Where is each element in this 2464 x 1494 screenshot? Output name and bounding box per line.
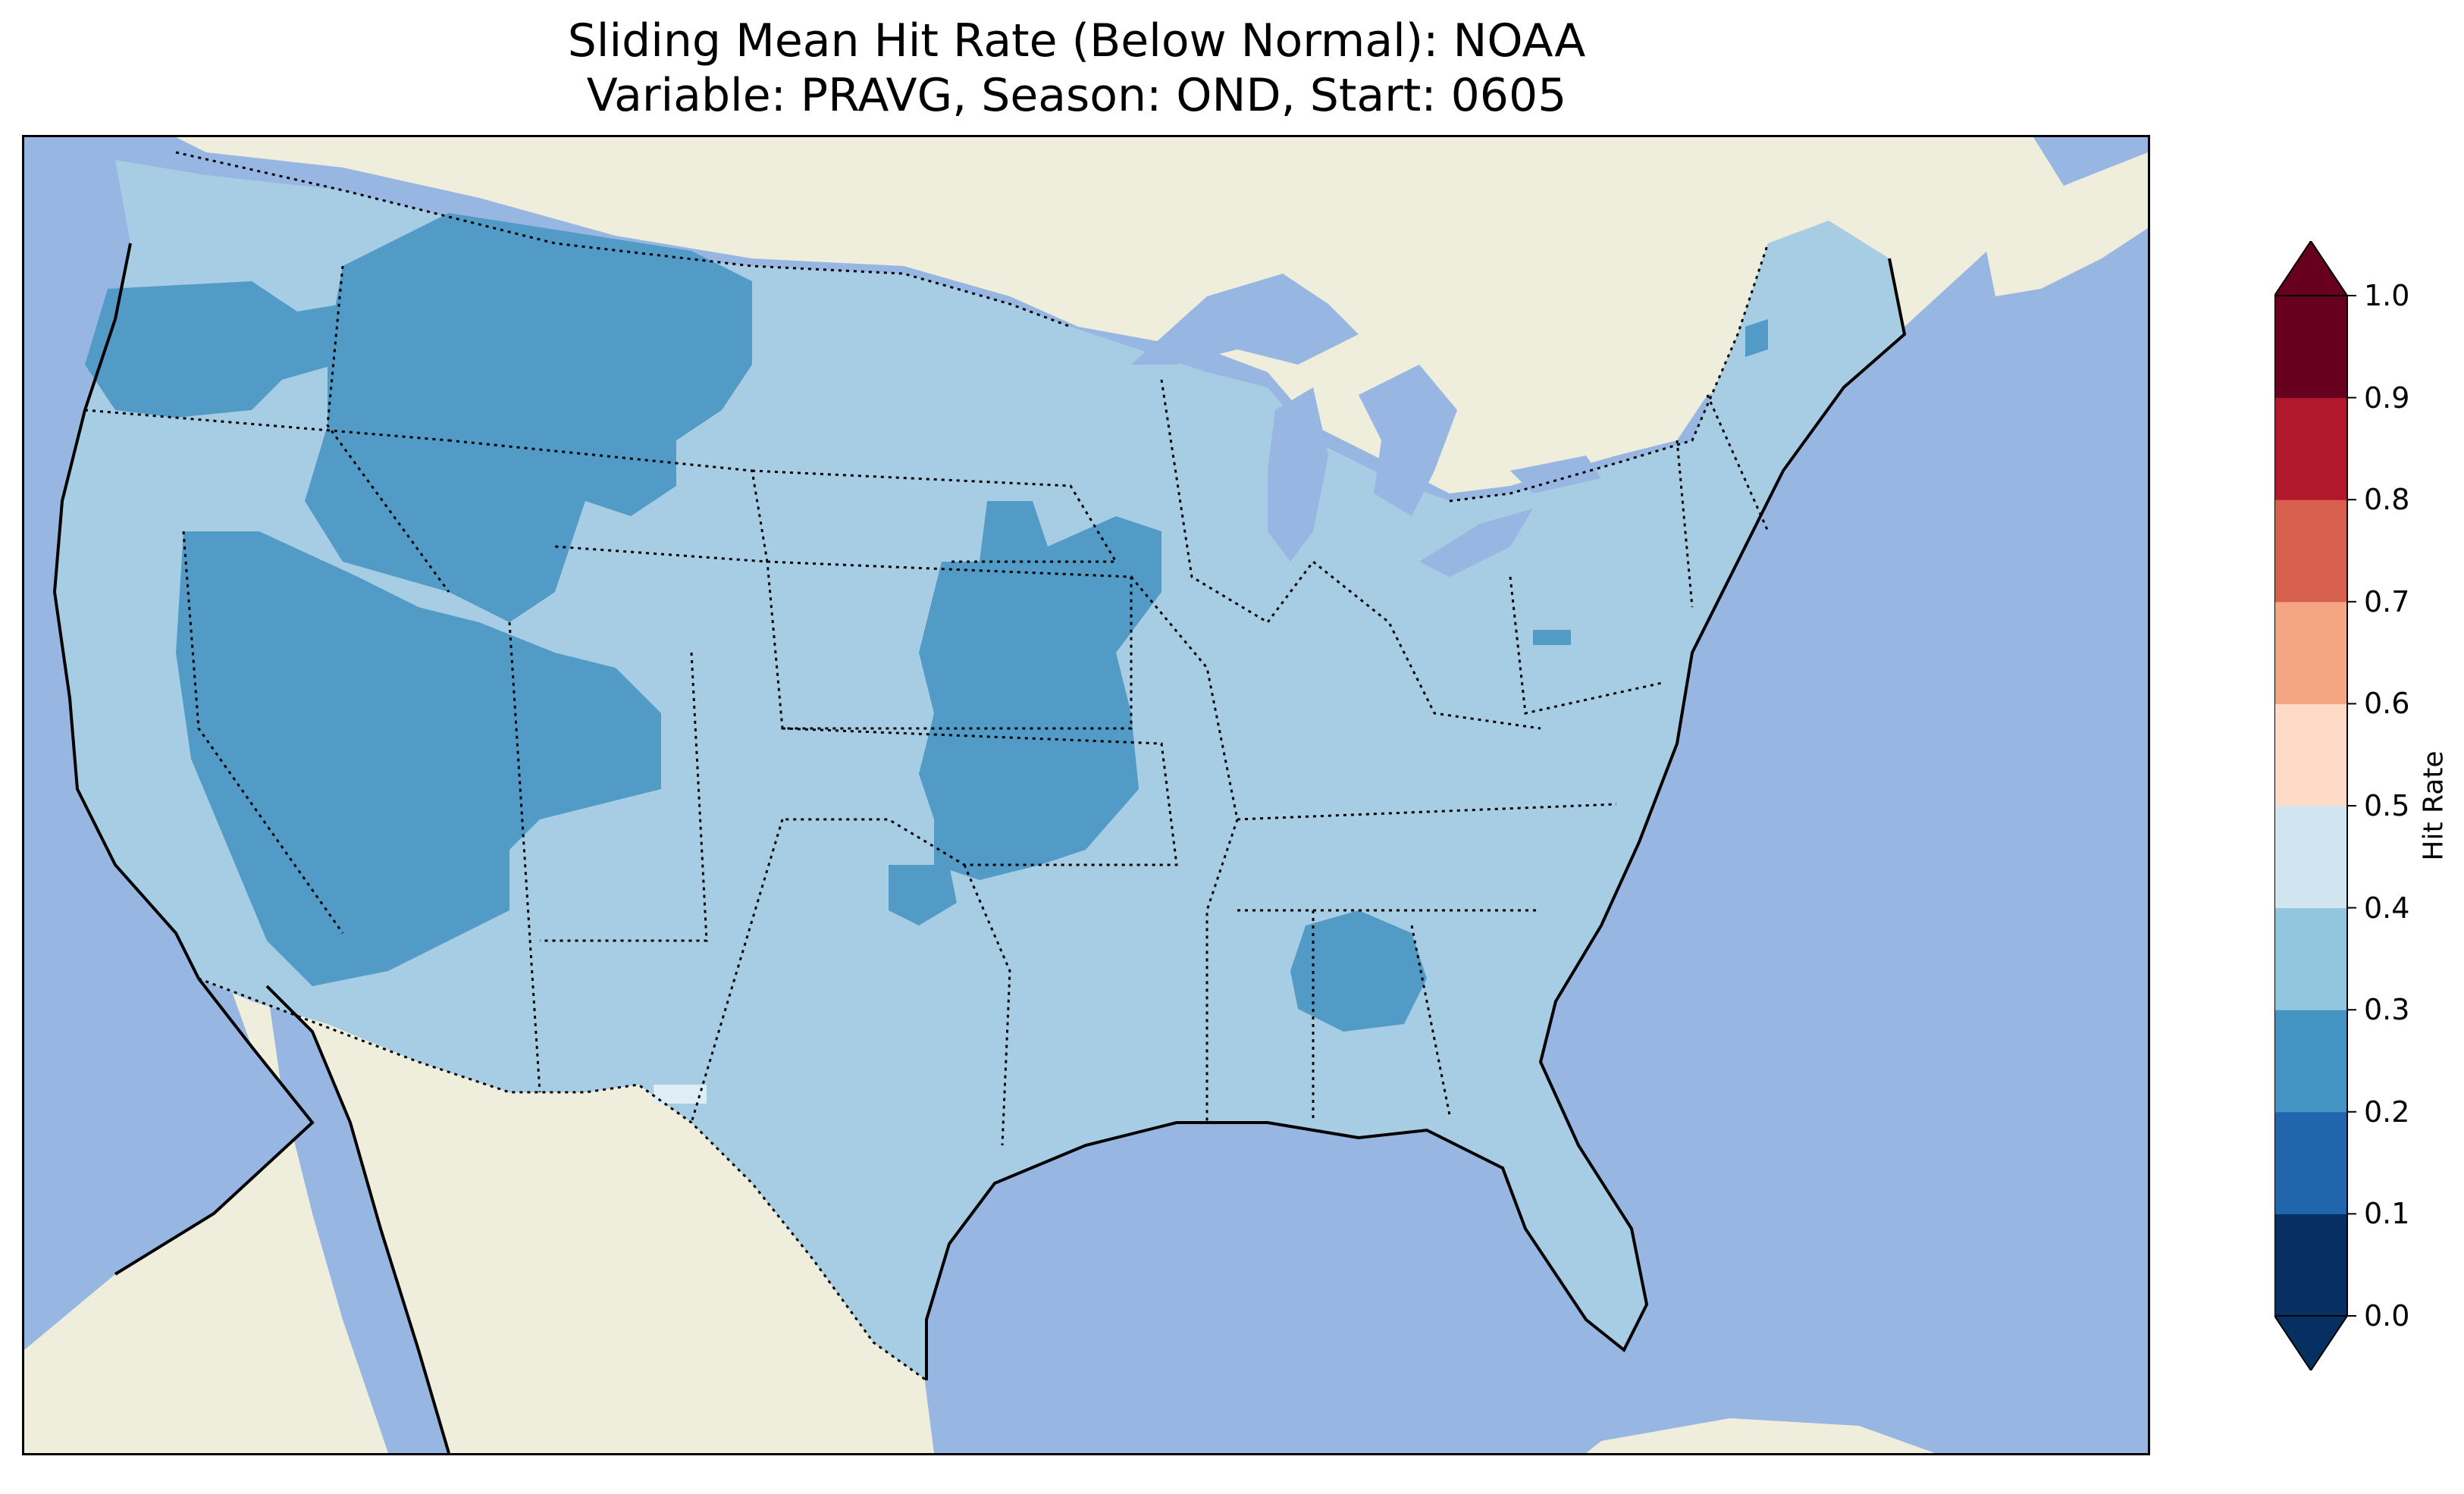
colorbar-tick-label: 0.4 (2364, 891, 2410, 925)
chart-title-line2: Variable: PRAVG, Season: OND, Start: 060… (586, 69, 1567, 122)
hit-rate-0.2-0.3-regions (85, 213, 1768, 1032)
map-svg (24, 137, 2148, 1453)
border-ne-sd (751, 469, 1118, 563)
gulf-coast (925, 258, 1907, 1380)
border-or-ca (84, 409, 450, 442)
border-id (326, 265, 450, 593)
colorbar-extend-bottom (2274, 1315, 2349, 1370)
border-northeast (1509, 394, 1770, 715)
colorbar-segment (2274, 500, 2347, 603)
pennsylvania-region (1533, 630, 1571, 645)
idaho-montana-region (305, 213, 752, 622)
colorbar-segment (2274, 601, 2347, 704)
colorbar-tick-label: 0.6 (2364, 687, 2410, 721)
colorbar-segment (2274, 296, 2347, 399)
colorbar-extend-top (2274, 241, 2349, 296)
colorbar-tick-label: 0.8 (2364, 483, 2410, 517)
cuba-land (1586, 1418, 1935, 1453)
border-nm-az (508, 622, 708, 1093)
nevada-utah-region (176, 531, 661, 986)
mexico-coast (114, 977, 315, 1276)
colorbar-tick-label: 0.7 (2364, 584, 2410, 619)
lake-superior (1131, 274, 1359, 365)
colorbar-tick-label: 0.1 (2364, 1197, 2410, 1231)
colorbar (2274, 241, 2356, 1370)
mexico-border (198, 977, 927, 1382)
colorbar-segment (2274, 1010, 2347, 1113)
colorbar-tick-label: 0.9 (2364, 381, 2410, 415)
mexico-land (24, 941, 934, 1453)
canada-land (176, 137, 2071, 493)
coastlines (52, 243, 1907, 1453)
colorbar-tick-label: 0.5 (2364, 789, 2410, 822)
plains-region (919, 501, 1161, 880)
canada-border (175, 151, 1770, 503)
border-tx (690, 819, 1011, 1146)
state-borders (84, 151, 1770, 1382)
colorbar-segment (2274, 703, 2347, 807)
colorbar-tick-label: 0.2 (2364, 1095, 2410, 1129)
oklahoma-region (889, 865, 957, 926)
chart-title-line1: Sliding Mean Hit Rate (Below Normal): NO… (567, 14, 1586, 67)
border-ks (766, 560, 1133, 730)
colorbar-segment (2274, 397, 2347, 500)
border-ok (782, 727, 1178, 866)
colorbar-label: Hit Rate (2418, 750, 2450, 861)
maritimes-land (1980, 152, 2148, 296)
west-coast (52, 243, 200, 979)
map-panel (22, 135, 2150, 1455)
alabama-region (1290, 910, 1427, 1032)
colorbar-segment (2274, 907, 2347, 1010)
border-midwest (1160, 379, 1541, 730)
lake-erie (1419, 509, 1533, 577)
hit-rate-0.4-0.5-region (654, 1085, 707, 1104)
colorbar-segment (2274, 806, 2347, 909)
border-south (1237, 803, 1617, 1123)
colorbar-tick-label: 0.0 (2364, 1299, 2410, 1333)
colorbar-segment (2274, 1111, 2347, 1214)
lake-michigan (1268, 387, 1328, 562)
baja-coast (265, 985, 450, 1453)
lake-ontario (1510, 456, 1601, 493)
border-nv-ca (182, 531, 344, 934)
colorbar-segment (2274, 1214, 2347, 1317)
lake-huron (1359, 365, 1457, 516)
colorbar-tick-label: 0.3 (2364, 993, 2410, 1027)
maine-region (1745, 319, 1768, 357)
great-lakes (1131, 274, 1601, 577)
northwest-region (85, 281, 343, 418)
gulf-of-california (267, 986, 449, 1453)
colorbar-tick-label: 1.0 (2364, 279, 2410, 312)
border-mt-wy (448, 439, 769, 563)
